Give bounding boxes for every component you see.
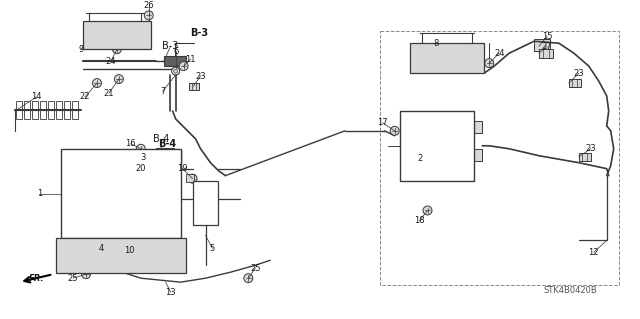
- Text: 22: 22: [80, 93, 90, 101]
- Bar: [40, 101, 46, 119]
- Circle shape: [390, 126, 399, 135]
- Text: STK4B0420B: STK4B0420B: [544, 286, 598, 295]
- Circle shape: [87, 30, 97, 40]
- Circle shape: [484, 59, 493, 68]
- Text: 11: 11: [186, 55, 196, 64]
- Bar: [157, 252, 166, 260]
- Text: 23: 23: [586, 144, 596, 153]
- Text: 9: 9: [79, 45, 84, 54]
- Text: 4: 4: [99, 244, 104, 253]
- Text: 20: 20: [136, 164, 146, 173]
- Text: 19: 19: [177, 164, 188, 173]
- Bar: [83, 21, 151, 49]
- Text: 13: 13: [165, 288, 176, 297]
- Bar: [539, 49, 553, 58]
- Text: 5: 5: [210, 244, 215, 253]
- Circle shape: [115, 75, 124, 84]
- Bar: [569, 79, 581, 87]
- Text: B-4: B-4: [157, 139, 176, 149]
- Text: 7: 7: [160, 86, 165, 95]
- Bar: [109, 252, 119, 260]
- Text: B-3: B-3: [163, 41, 179, 51]
- Bar: [61, 252, 71, 260]
- Text: 24: 24: [106, 57, 116, 66]
- Circle shape: [534, 42, 543, 51]
- Circle shape: [147, 153, 156, 162]
- Circle shape: [90, 33, 95, 38]
- Circle shape: [173, 69, 178, 73]
- Circle shape: [172, 67, 180, 75]
- Text: 23: 23: [573, 69, 584, 78]
- Text: FR.: FR.: [29, 274, 44, 283]
- Text: 2: 2: [417, 154, 422, 163]
- Bar: [410, 43, 484, 73]
- Text: 15: 15: [541, 32, 552, 41]
- Bar: [32, 101, 38, 119]
- Circle shape: [129, 258, 138, 267]
- Circle shape: [426, 121, 447, 141]
- Text: B-3: B-3: [191, 28, 209, 38]
- Bar: [48, 101, 54, 119]
- Circle shape: [431, 155, 442, 167]
- Bar: [193, 181, 218, 226]
- Bar: [186, 174, 193, 182]
- Bar: [72, 101, 78, 119]
- Bar: [85, 252, 95, 260]
- Text: 6: 6: [173, 47, 179, 56]
- Bar: [429, 51, 465, 65]
- Text: 25: 25: [68, 274, 78, 283]
- Bar: [133, 252, 143, 260]
- Bar: [474, 149, 483, 161]
- Bar: [64, 101, 70, 119]
- Text: 14: 14: [31, 93, 42, 101]
- Bar: [534, 39, 550, 51]
- Text: 18: 18: [414, 216, 425, 225]
- Bar: [156, 148, 173, 158]
- Text: 12: 12: [589, 248, 599, 257]
- Circle shape: [188, 174, 197, 183]
- Text: 8: 8: [434, 39, 439, 48]
- Bar: [56, 101, 62, 119]
- Bar: [196, 215, 214, 223]
- Bar: [474, 121, 483, 133]
- Bar: [61, 149, 180, 238]
- Text: 10: 10: [124, 246, 134, 255]
- Bar: [579, 153, 591, 161]
- Circle shape: [144, 11, 153, 20]
- Circle shape: [93, 78, 102, 87]
- Text: 21: 21: [104, 88, 114, 98]
- Circle shape: [113, 45, 122, 54]
- Circle shape: [198, 188, 214, 204]
- Bar: [17, 101, 22, 119]
- Bar: [380, 31, 619, 285]
- Text: B-4: B-4: [152, 134, 169, 144]
- Bar: [56, 238, 186, 273]
- Circle shape: [244, 274, 253, 283]
- Circle shape: [431, 126, 442, 136]
- Bar: [189, 83, 198, 90]
- Bar: [164, 56, 186, 66]
- Text: 26: 26: [143, 1, 154, 10]
- Circle shape: [423, 206, 432, 215]
- Text: 27: 27: [541, 42, 552, 51]
- Text: 23: 23: [195, 71, 206, 81]
- Bar: [399, 111, 474, 181]
- Text: 3: 3: [140, 153, 145, 162]
- Circle shape: [136, 144, 145, 153]
- Circle shape: [81, 270, 90, 279]
- Text: 25: 25: [250, 264, 260, 273]
- Text: 24: 24: [494, 49, 504, 58]
- Text: 1: 1: [36, 189, 42, 198]
- Text: 16: 16: [125, 139, 136, 148]
- Circle shape: [179, 62, 188, 70]
- Circle shape: [144, 164, 153, 173]
- Bar: [24, 101, 30, 119]
- Text: 17: 17: [378, 118, 388, 127]
